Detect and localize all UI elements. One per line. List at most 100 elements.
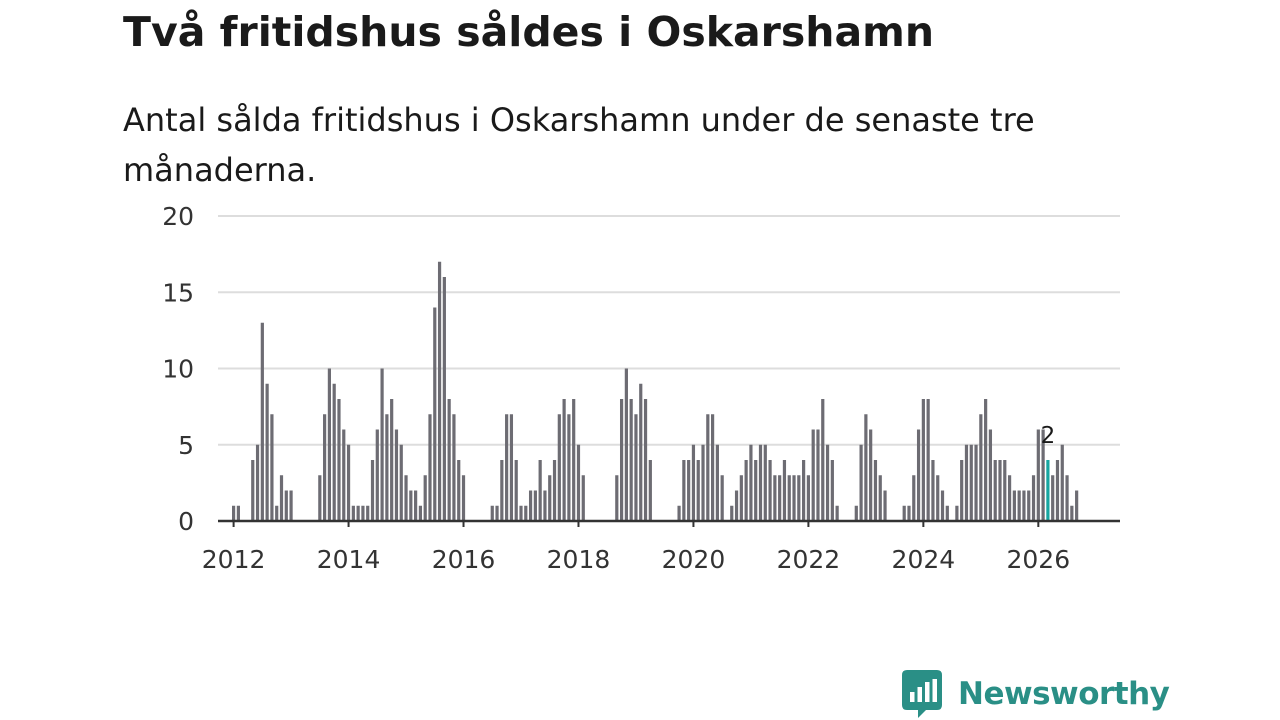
bar (414, 490, 418, 521)
bar (509, 414, 514, 521)
bar (1070, 505, 1074, 521)
bar (576, 444, 581, 521)
bar (581, 475, 585, 521)
bar (739, 475, 743, 521)
bar (639, 383, 643, 521)
y-tick-label: 10 (162, 355, 194, 384)
bar (232, 505, 236, 521)
bar (433, 307, 437, 521)
bar (811, 429, 815, 521)
bar (715, 444, 719, 521)
bar (557, 414, 561, 521)
bar (648, 460, 652, 521)
bar (969, 444, 973, 521)
bar (696, 460, 700, 521)
bar (1017, 490, 1021, 521)
bar (265, 383, 269, 521)
bar (687, 460, 691, 521)
bar (495, 505, 499, 521)
bar (763, 444, 767, 521)
bar (749, 444, 753, 521)
bar (519, 505, 523, 521)
bar (1027, 490, 1031, 521)
bar (1065, 475, 1069, 521)
y-tick-label: 20 (162, 202, 194, 231)
x-tick-label: 2026 (1007, 545, 1071, 574)
bar (572, 399, 576, 521)
bar (830, 460, 834, 521)
x-tick-label: 2014 (317, 545, 381, 574)
bar (802, 460, 806, 521)
bar (720, 475, 724, 521)
bar (854, 505, 858, 521)
bar (758, 444, 763, 521)
bar (773, 475, 777, 521)
bar (912, 475, 916, 521)
bar (615, 475, 619, 521)
bar (418, 505, 423, 521)
bar (351, 505, 355, 521)
bar (682, 460, 686, 521)
bar (1022, 490, 1026, 521)
bar (998, 460, 1002, 521)
newsworthy-logo-icon (902, 670, 942, 718)
bar (797, 475, 801, 521)
bar (931, 460, 935, 521)
bar (988, 429, 993, 521)
bar (409, 490, 413, 521)
bar (768, 460, 772, 521)
bar (945, 505, 949, 521)
bar (279, 475, 284, 521)
bar (624, 368, 628, 521)
bar (1036, 429, 1040, 521)
bar (356, 505, 360, 521)
bar (548, 475, 552, 521)
bar (562, 399, 566, 521)
bar (936, 475, 940, 521)
bar (859, 444, 863, 521)
bar (255, 444, 260, 521)
bar (873, 460, 878, 521)
bar (1041, 429, 1045, 521)
bar (711, 414, 715, 521)
bar (457, 460, 461, 521)
bar (385, 414, 389, 521)
bar (619, 399, 624, 521)
bar (524, 505, 528, 521)
bar (370, 460, 375, 521)
bar (864, 414, 868, 521)
bar (1031, 475, 1036, 521)
bars (232, 261, 1079, 521)
bar (361, 505, 365, 521)
bar (270, 414, 274, 521)
bar (960, 460, 964, 521)
bar (792, 475, 796, 521)
bar (404, 475, 408, 521)
y-tick-label: 0 (178, 507, 194, 536)
bar (1003, 460, 1007, 521)
x-tick-label: 2016 (432, 545, 496, 574)
bar (337, 399, 341, 521)
bar (706, 414, 710, 521)
bar (375, 429, 379, 521)
bar (332, 383, 336, 521)
bar (275, 505, 279, 521)
bar (323, 414, 327, 521)
bar (643, 399, 648, 521)
bar (634, 414, 638, 521)
bar (437, 261, 442, 521)
bar (461, 475, 466, 521)
bar (490, 505, 494, 521)
bar (993, 460, 997, 521)
bar (1012, 490, 1016, 521)
bar (964, 444, 969, 521)
bar (428, 414, 432, 521)
y-tick-label: 5 (178, 431, 194, 460)
bar (318, 475, 322, 521)
bar (342, 429, 346, 521)
bar (921, 399, 925, 521)
bar (806, 475, 810, 521)
bar (835, 505, 839, 521)
bar (236, 505, 240, 521)
